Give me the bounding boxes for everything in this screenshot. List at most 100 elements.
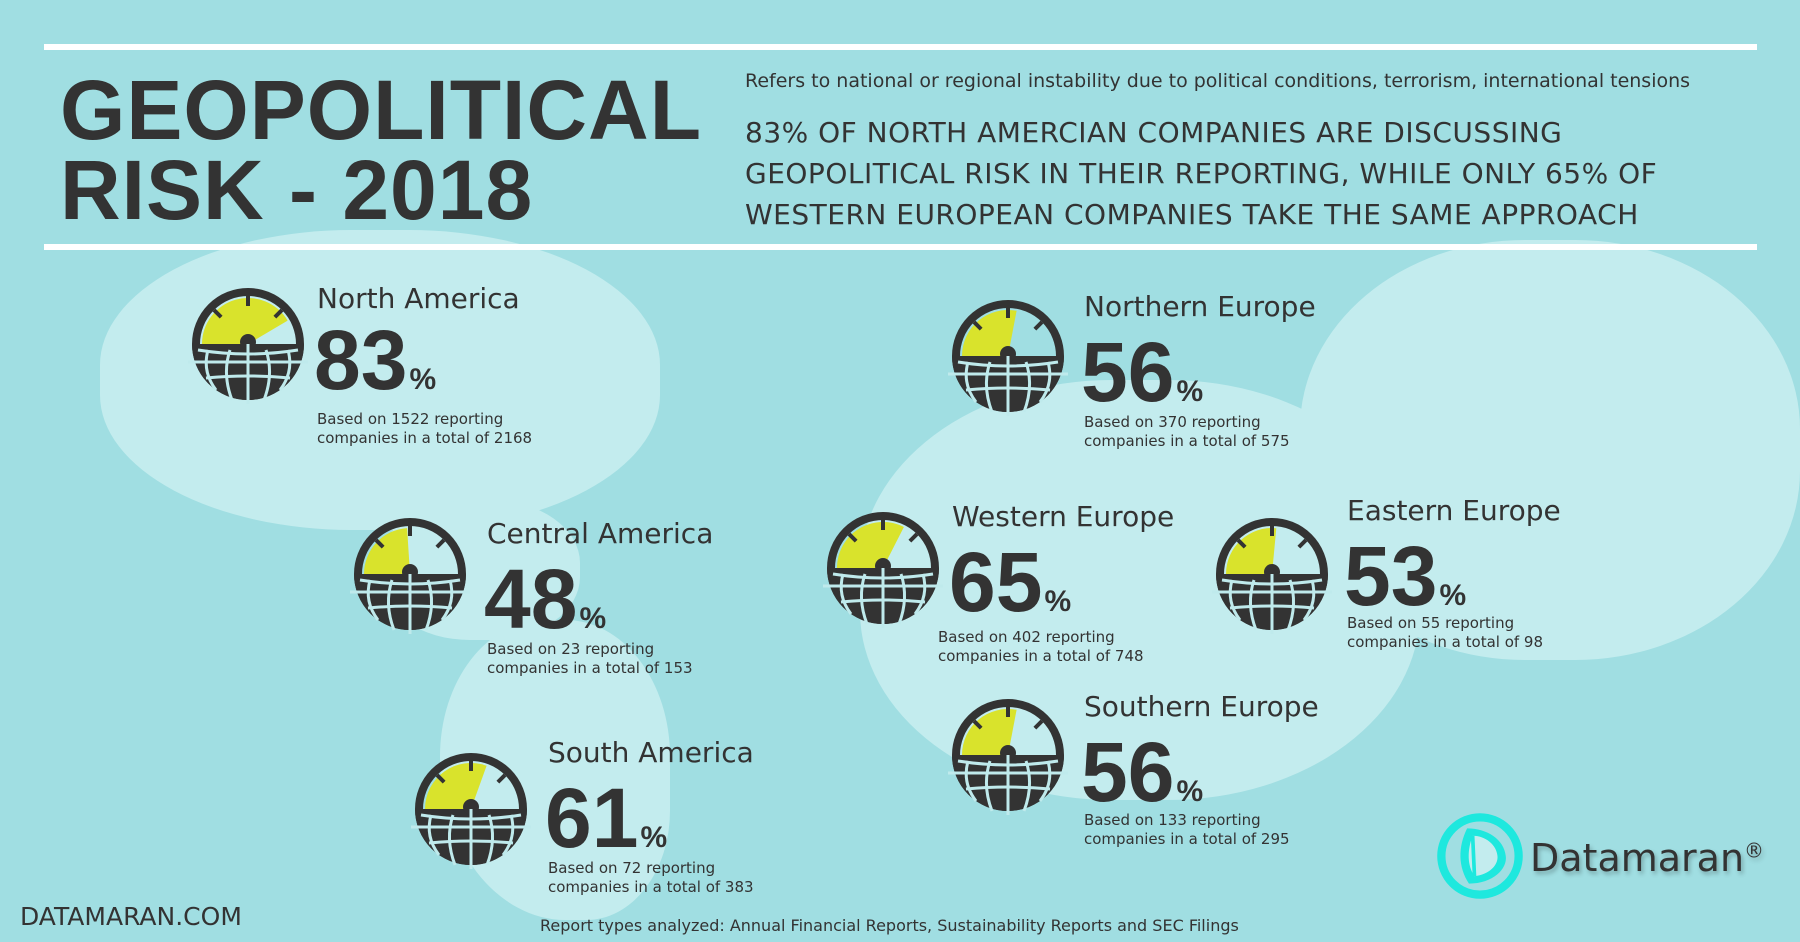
note-line: Based on 23 reporting xyxy=(487,640,655,658)
note-line: Based on 370 reporting xyxy=(1084,413,1261,431)
region-name: South America xyxy=(548,736,754,769)
note-line: Based on 55 reporting xyxy=(1347,614,1515,632)
top-divider xyxy=(44,44,1757,50)
note-line: companies in a total of 295 xyxy=(1084,830,1290,848)
region-percent: 56% xyxy=(1081,730,1203,834)
percent-sign: % xyxy=(579,602,607,635)
percent-sign: % xyxy=(1176,775,1204,808)
region-note: Based on 55 reporting companies in a tota… xyxy=(1347,614,1543,652)
region-note: Based on 72 reporting companies in a tota… xyxy=(548,859,754,897)
region-name: Eastern Europe xyxy=(1347,494,1561,527)
percent-value: 56 xyxy=(1081,325,1175,419)
registered-mark: ® xyxy=(1744,838,1765,863)
note-line: companies in a total of 2168 xyxy=(317,429,533,447)
gauge-fill xyxy=(962,708,1017,755)
gauge-tick xyxy=(435,538,446,549)
map-land-north-america xyxy=(100,230,660,530)
percent-sign: % xyxy=(1044,585,1072,618)
report-types-note: Report types analyzed: Annual Financial … xyxy=(540,916,1239,935)
region-percent: 61% xyxy=(545,776,667,880)
region-note: Based on 23 reporting companies in a tota… xyxy=(487,640,693,678)
percent-sign: % xyxy=(1176,375,1204,408)
subtitle: Refers to national or regional instabili… xyxy=(745,70,1691,92)
percent-value: 65 xyxy=(949,535,1043,629)
needle-hub xyxy=(1264,564,1280,580)
percent-value: 56 xyxy=(1081,725,1175,819)
note-line: Based on 133 reporting xyxy=(1084,811,1261,829)
gauge-tick xyxy=(1033,320,1044,331)
percent-sign: % xyxy=(1439,579,1467,612)
needle-hub xyxy=(240,334,256,350)
note-line: companies in a total of 575 xyxy=(1084,432,1290,450)
website-link[interactable]: DATAMARAN.COM xyxy=(20,902,242,931)
quote-line: GEOPOLITICAL RISK IN THEIR REPORTING, WH… xyxy=(745,157,1658,190)
region-percent: 65% xyxy=(949,540,1071,644)
region-percent: 56% xyxy=(1081,330,1203,434)
quote-line: WESTERN EUROPEAN COMPANIES TAKE THE SAME… xyxy=(745,198,1639,231)
gauge-tick xyxy=(972,320,983,331)
region-note: Based on 370 reporting companies in a tot… xyxy=(1084,413,1290,451)
gauge-globe-icon xyxy=(1212,514,1332,634)
needle-hub xyxy=(463,799,479,815)
region-name: Southern Europe xyxy=(1084,690,1319,723)
headline-quote: 83% OF NORTH AMERCIAN COMPANIES ARE DISC… xyxy=(745,112,1657,235)
gauge-globe-icon xyxy=(948,296,1068,416)
gauge-globe-icon xyxy=(188,284,308,404)
note-line: companies in a total of 98 xyxy=(1347,633,1544,651)
region-name: North America xyxy=(317,282,520,315)
percent-sign: % xyxy=(640,821,668,854)
needle-hub xyxy=(1000,346,1016,362)
gauge-tick xyxy=(908,532,919,543)
needle-hub xyxy=(402,564,418,580)
gauge-tick xyxy=(1033,719,1044,730)
region-name: Western Europe xyxy=(952,500,1175,533)
note-line: companies in a total of 153 xyxy=(487,659,693,677)
region-note: Based on 133 reporting companies in a tot… xyxy=(1084,811,1290,849)
percent-value: 53 xyxy=(1344,529,1438,623)
gauge-globe-icon xyxy=(823,508,943,628)
note-line: Based on 72 reporting xyxy=(548,859,716,877)
datamaran-logo-text: Datamaran® xyxy=(1530,836,1764,880)
map-land-asia xyxy=(1300,240,1800,660)
gauge-tick xyxy=(374,538,385,549)
note-line: Based on 1522 reporting xyxy=(317,410,504,428)
title-line-1: GEOPOLITICAL xyxy=(60,63,702,157)
sailboat-circle-logo-icon xyxy=(1437,813,1523,899)
quote-line: 83% OF NORTH AMERCIAN COMPANIES ARE DISC… xyxy=(745,116,1563,149)
gauge-tick xyxy=(212,308,223,319)
gauge-globe-icon xyxy=(411,749,531,869)
gauge-tick xyxy=(273,308,284,319)
logo-name: Datamaran xyxy=(1530,836,1745,880)
gauge-tick xyxy=(496,773,507,784)
region-percent: 53% xyxy=(1344,534,1466,638)
page-title: GEOPOLITICAL RISK - 2018 xyxy=(60,63,702,237)
title-line-2: RISK - 2018 xyxy=(60,143,534,237)
gauge-tick xyxy=(1236,538,1247,549)
gauge-fill xyxy=(425,762,487,809)
gauge-fill xyxy=(1226,527,1277,574)
region-note: Based on 402 reporting companies in a tot… xyxy=(938,628,1144,666)
note-line: Based on 402 reporting xyxy=(938,628,1115,646)
region-note: Based on 1522 reporting companies in a to… xyxy=(317,410,532,448)
region-percent: 83% xyxy=(314,318,436,422)
note-line: companies in a total of 383 xyxy=(548,878,754,896)
gauge-tick xyxy=(1297,538,1308,549)
region-percent: 48% xyxy=(484,557,606,661)
gauge-fill xyxy=(962,309,1017,356)
gauge-fill xyxy=(837,521,904,568)
percent-value: 48 xyxy=(484,552,578,646)
percent-value: 83 xyxy=(314,313,408,407)
gauge-fill xyxy=(364,528,410,574)
percent-value: 61 xyxy=(545,771,639,865)
needle-hub xyxy=(1000,745,1016,761)
percent-sign: % xyxy=(409,363,437,396)
gauge-tick xyxy=(972,719,983,730)
gauge-globe-icon xyxy=(948,695,1068,815)
gauge-globe-icon xyxy=(350,514,470,634)
region-name: Central America xyxy=(487,517,714,550)
note-line: companies in a total of 748 xyxy=(938,647,1144,665)
gauge-fill xyxy=(202,298,288,344)
gauge-tick xyxy=(435,773,446,784)
bottom-divider xyxy=(44,244,1757,250)
gauge-tick xyxy=(847,532,858,543)
